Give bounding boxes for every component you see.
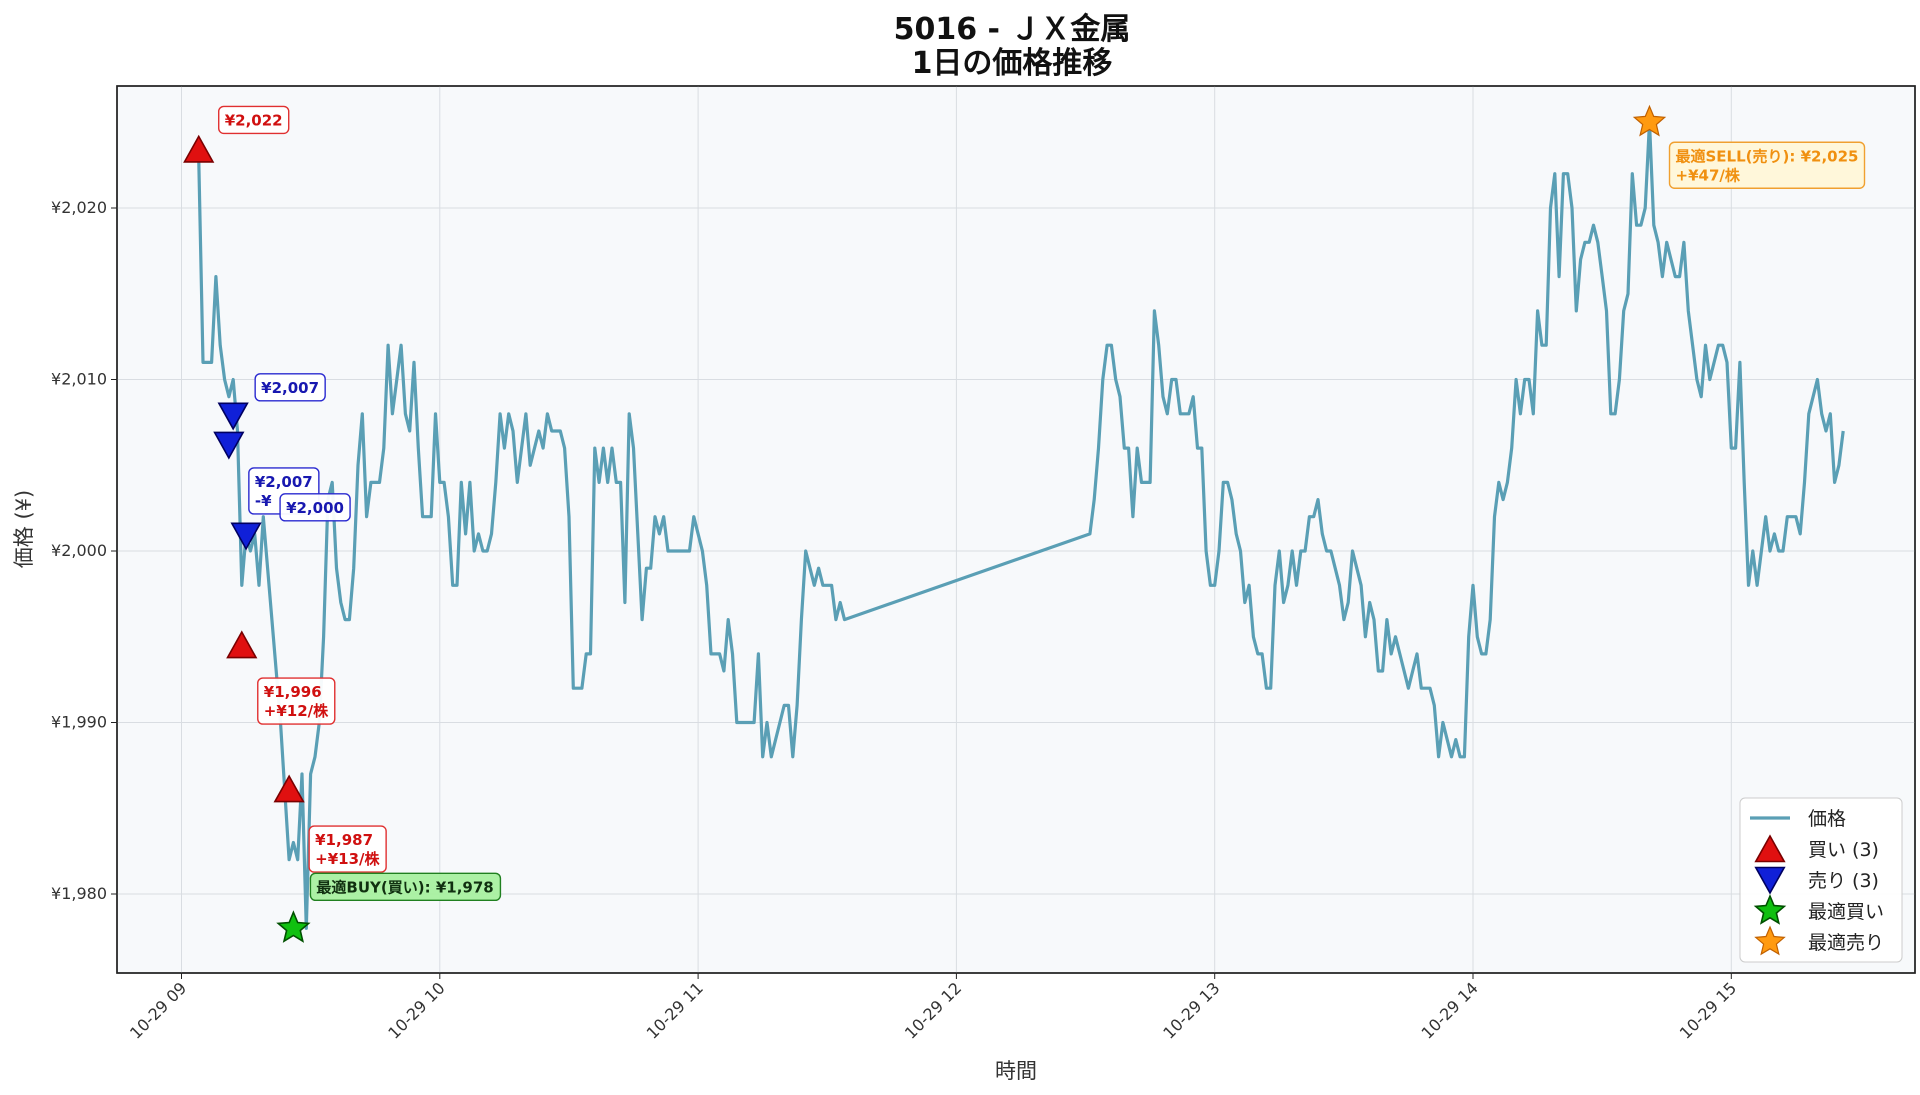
price-series [197, 120, 1845, 930]
annotation-text: +¥47/株 [1676, 166, 1741, 184]
price-line [197, 120, 1845, 930]
y-tick-label: ¥2,010 [51, 370, 107, 389]
trade-markers [183, 104, 1667, 943]
annotation-text: ¥2,022 [225, 111, 283, 129]
buy-marker [183, 134, 215, 163]
annotation-box [254, 373, 326, 402]
buy-marker [273, 774, 305, 803]
legend-label: 最適売り [1808, 932, 1884, 954]
annotation-bestsell: 最適SELL(売り): ¥2,025+¥47/株 [1668, 141, 1866, 189]
annotation-sell3: ¥2,000 [279, 493, 351, 522]
annotation-buy1: ¥2,022 [218, 105, 290, 135]
annotation-box [1668, 141, 1866, 189]
x-tick-label: 10-29 12 [901, 978, 965, 1042]
annotation-buy2: ¥1,996+¥12/株 [257, 677, 336, 725]
annotation-box [218, 105, 290, 135]
sell-marker [217, 402, 249, 431]
annotation-bestbuy: 最適BUY(買い): ¥1,978 [309, 872, 502, 901]
y-axis-label: 価格 (¥) [12, 490, 36, 568]
annotation-box [308, 825, 387, 873]
x-tick-label: 10-29 13 [1159, 978, 1223, 1042]
x-tick-label: 10-29 10 [384, 978, 448, 1042]
annotation-buy3: ¥1,987+¥13/株 [308, 825, 387, 873]
chart-title-line2: 1日の価格推移 [912, 46, 1113, 81]
y-tick-label: ¥2,020 [51, 198, 107, 217]
plot-frame [116, 85, 1916, 974]
annotation-text: ¥2,007 [255, 473, 313, 491]
annotation-text: +¥12/株 [264, 702, 329, 720]
x-tick-label: 10-29 14 [1418, 978, 1482, 1042]
x-tick-label: 10-29 09 [126, 978, 190, 1042]
chart-title-line1: 5016 - ＪＸ金属 [894, 12, 1131, 47]
legend-best-buy-swatch [1753, 893, 1787, 925]
x-tick-label: 10-29 11 [643, 978, 707, 1042]
x-tick-label: 10-29 15 [1676, 978, 1740, 1042]
x-axis-label: 時間 [995, 1059, 1037, 1083]
annotation-box [279, 493, 351, 522]
y-tick-label: ¥1,990 [51, 713, 107, 732]
best-buy-marker [276, 910, 311, 943]
annotation-sell1: ¥2,007 [254, 373, 326, 402]
legend-sell-swatch [1754, 866, 1786, 895]
annotation-text: ¥2,000 [286, 499, 344, 517]
annotation-text: 最適SELL(売り): ¥2,025 [1676, 147, 1859, 165]
annotation-text: ¥1,987 [315, 831, 373, 849]
annotation-text: +¥13/株 [315, 850, 380, 868]
annotation-text: -¥ [255, 492, 272, 510]
legend-buy-swatch [1754, 834, 1786, 863]
annotation-text: 最適BUY(買い): ¥1,978 [316, 878, 493, 896]
trade-annotations: ¥2,022¥2,007¥2,007-¥ ¥2,000¥1,996+¥12/株¥1… [218, 105, 1866, 901]
sell-marker [230, 522, 262, 551]
legend-label: 価格 [1808, 808, 1846, 830]
y-tick-label: ¥1,980 [51, 884, 107, 903]
legend-best-sell-swatch [1754, 925, 1786, 956]
annotation-text: ¥1,996 [264, 683, 322, 701]
annotation-box [309, 872, 502, 901]
y-tick-label: ¥2,000 [51, 541, 107, 560]
legend-label: 売り (3) [1808, 870, 1879, 892]
legend-label: 最適買い [1808, 901, 1884, 923]
sell-marker [213, 431, 245, 460]
legend-box [1739, 797, 1903, 963]
annotation-text: ¥2,007 [261, 379, 319, 397]
plot-area [116, 85, 1916, 974]
legend-label: 買い (3) [1808, 839, 1879, 861]
annotation-box [257, 677, 336, 725]
buy-marker [226, 630, 258, 659]
best-sell-marker [1632, 104, 1667, 137]
